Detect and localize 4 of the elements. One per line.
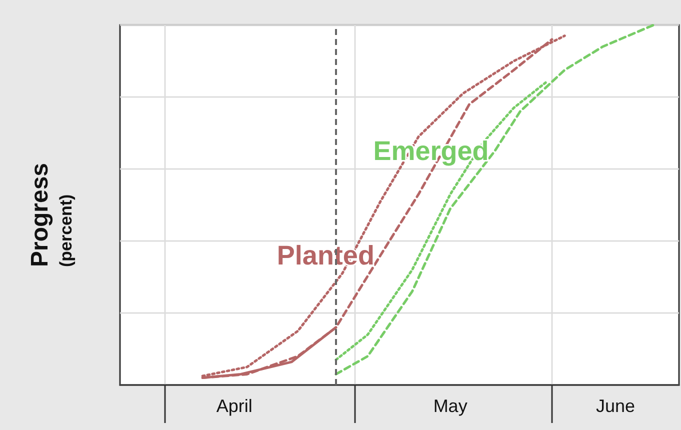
- x-tick-label: May: [433, 396, 468, 416]
- x-tick-label: June: [596, 396, 635, 416]
- x-tick-label: April: [216, 396, 252, 416]
- y-axis-title: Progress (percent): [26, 162, 76, 268]
